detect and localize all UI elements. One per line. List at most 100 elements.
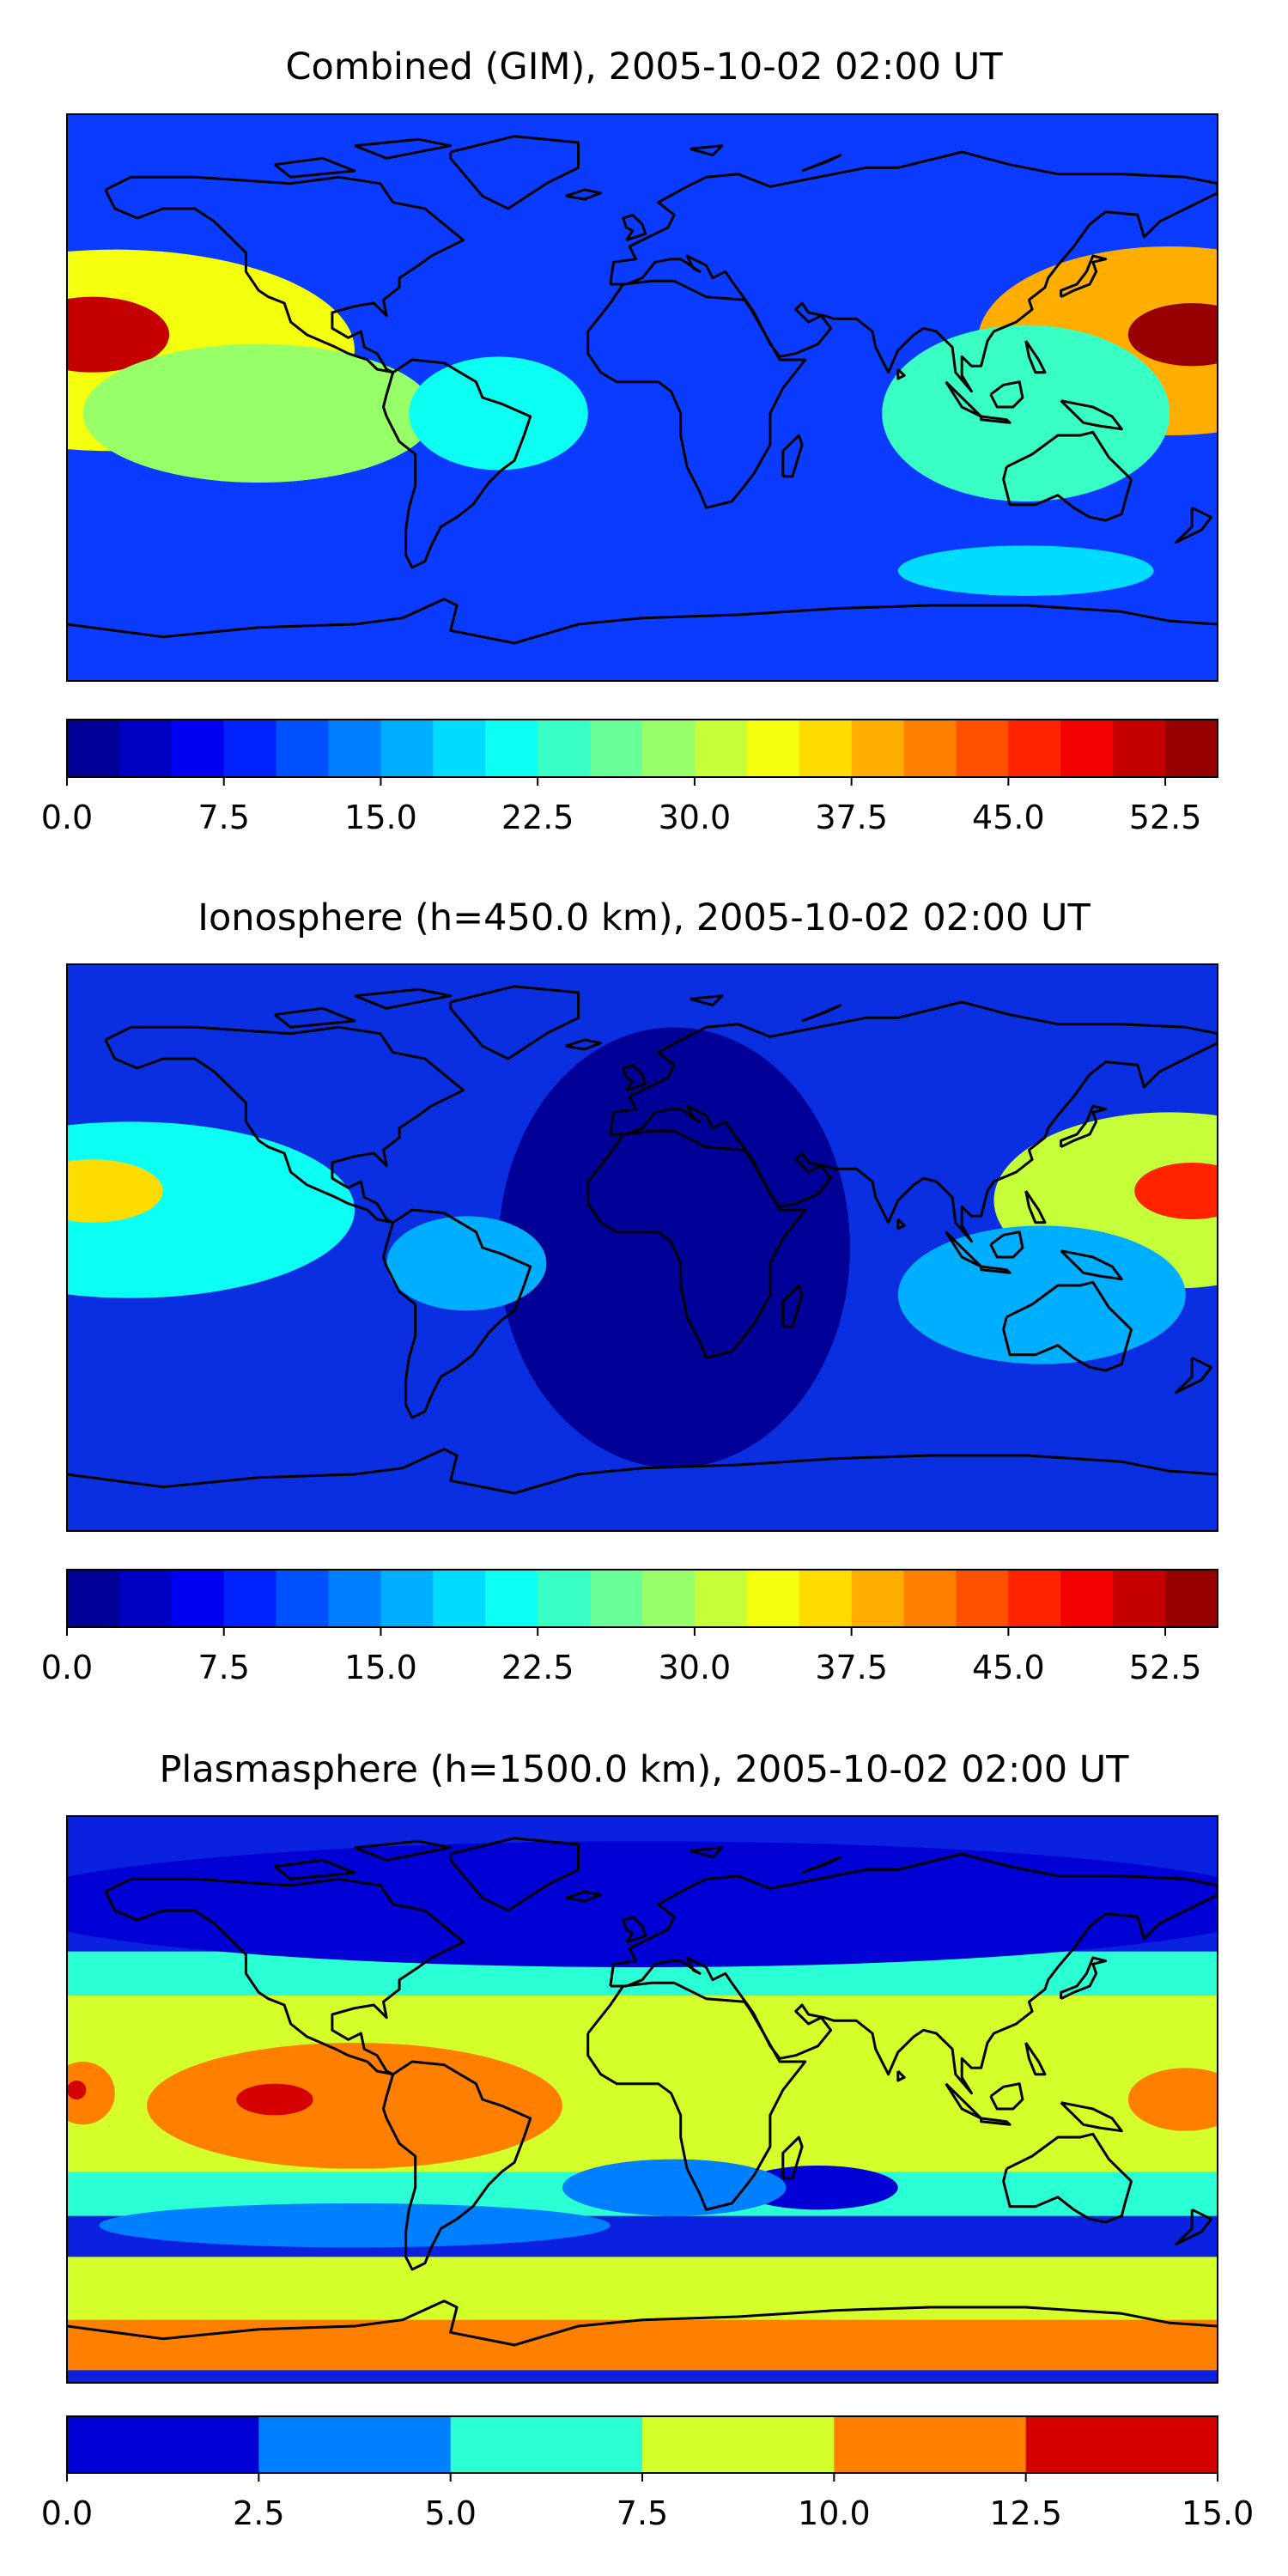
colorbar-segment	[642, 720, 696, 777]
colorbar-segment	[1113, 1570, 1166, 1627]
coastline	[449, 135, 580, 210]
coastline	[273, 156, 356, 179]
colorbar-segment	[485, 720, 538, 777]
coastline	[609, 150, 1218, 393]
coastline	[1060, 2101, 1123, 2133]
colorbar-segment	[799, 720, 853, 777]
coastline	[104, 1877, 465, 2076]
contour-lobe	[236, 2083, 313, 2116]
coastline	[1060, 1104, 1108, 1149]
colorbar-segment	[694, 720, 748, 777]
colorbar-segment	[590, 1570, 643, 1627]
coastline	[980, 2117, 1012, 2126]
coastline	[565, 1038, 603, 1051]
coastline	[690, 1846, 724, 1859]
colorbar-segment	[258, 2416, 452, 2473]
contour-lobe	[386, 1216, 547, 1311]
coastline	[67, 2300, 1218, 2347]
coastline	[104, 175, 465, 374]
coastline	[1060, 1956, 1108, 2001]
contour-lobe	[1127, 303, 1218, 367]
colorbar-segment	[67, 2416, 259, 2473]
coastline	[354, 137, 453, 160]
map-field	[67, 964, 1218, 1531]
colorbar-tick-label: 15.0	[1182, 2494, 1255, 2532]
colorbar-tick-label: 7.5	[617, 2494, 668, 2532]
colorbar-segment	[276, 720, 330, 777]
coastline	[1002, 430, 1133, 522]
colorbar-segment	[746, 720, 800, 777]
colorbar: 0.0 7.5 15.0 22.5 30.0 37.5 45.0 52.5	[41, 719, 1218, 836]
colorbar-segment	[433, 720, 486, 777]
colorbar-segment	[538, 1570, 591, 1627]
contour-lobe	[99, 2203, 611, 2248]
colorbar-tick-label: 30.0	[659, 1649, 732, 1686]
coastline	[449, 985, 580, 1060]
contour-lobe	[1134, 1163, 1218, 1219]
coastline	[980, 415, 1012, 424]
colorbar-tick-label: 0.0	[41, 799, 93, 836]
colorbar-segment	[1165, 1570, 1218, 1627]
colorbar-segment	[851, 720, 905, 777]
panel-title: Plasmasphere (h=1500.0 km), 2005-10-02 0…	[159, 1748, 1129, 1791]
map-frame	[66, 113, 1218, 682]
coastline	[382, 1208, 532, 1419]
contour-lobe	[67, 2062, 115, 2125]
colorbar-segment	[851, 1570, 905, 1627]
panel-title: Ionosphere (h=450.0 km), 2005-10-02 02:0…	[197, 896, 1091, 939]
coastline	[1175, 2208, 1213, 2246]
contour-lobe	[897, 1225, 1186, 1364]
colorbar-tick-label: 30.0	[659, 799, 732, 836]
contour-lobe	[82, 343, 435, 483]
coastline	[1024, 2042, 1047, 2076]
colorbar-segment	[67, 720, 120, 777]
coastline	[801, 154, 842, 173]
colorbar-segment	[1113, 720, 1166, 777]
colorbar-segment	[956, 1570, 1009, 1627]
colorbar-segment	[118, 1570, 173, 1627]
colorbar-segment	[956, 720, 1009, 777]
contour-lobe	[67, 2081, 87, 2099]
coastline	[989, 1230, 1024, 1259]
coastline	[896, 1218, 906, 1230]
contour-lobe	[1127, 2068, 1218, 2131]
contour-lobe	[897, 545, 1154, 597]
coastline	[449, 1837, 580, 1912]
colorbar-tick-label: 2.5	[233, 2494, 284, 2532]
colorbar-segment	[903, 720, 957, 777]
coastline	[586, 1981, 807, 2211]
coastline	[1002, 1280, 1133, 1372]
colorbar-segment	[1025, 2416, 1218, 2473]
colorbar-segment	[903, 1570, 957, 1627]
coastlines	[67, 985, 1218, 1495]
coastline	[273, 1858, 356, 1880]
colorbar-segment	[799, 1570, 853, 1627]
colorbar-tick-label: 10.0	[798, 2494, 871, 2532]
coastline	[622, 1063, 647, 1092]
colorbar-tick-label: 37.5	[815, 799, 888, 836]
colorbar: 0.0 2.5 5.0 7.5 10.0 12.5 15.0	[41, 2415, 1255, 2532]
colorbar-segment	[118, 720, 173, 777]
colorbar-segment	[1060, 1570, 1114, 1627]
coastlines	[67, 135, 1218, 645]
coastline	[1060, 399, 1123, 431]
colorbar-tick-label: 7.5	[198, 1649, 250, 1686]
contour-lobe	[67, 296, 170, 373]
coastline	[1175, 1356, 1213, 1394]
coastline	[586, 1129, 807, 1359]
map-field	[67, 114, 1218, 681]
colorbar-tick-label: 45.0	[972, 1649, 1045, 1686]
coastline	[1002, 2132, 1133, 2224]
map-field	[67, 1816, 1218, 2383]
colorbar-tick-label: 7.5	[198, 799, 250, 836]
colorbar-segment	[538, 720, 591, 777]
coastline	[382, 358, 532, 569]
coastline	[781, 2136, 804, 2180]
colorbar-segment	[328, 720, 382, 777]
colorbar-tick-label: 52.5	[1129, 1649, 1202, 1686]
colorbar-segment	[642, 2416, 835, 2473]
colorbar-segment	[223, 1570, 277, 1627]
colorbar-segment	[380, 1570, 434, 1627]
coastline	[565, 188, 603, 201]
contour-band	[67, 2319, 1218, 2371]
